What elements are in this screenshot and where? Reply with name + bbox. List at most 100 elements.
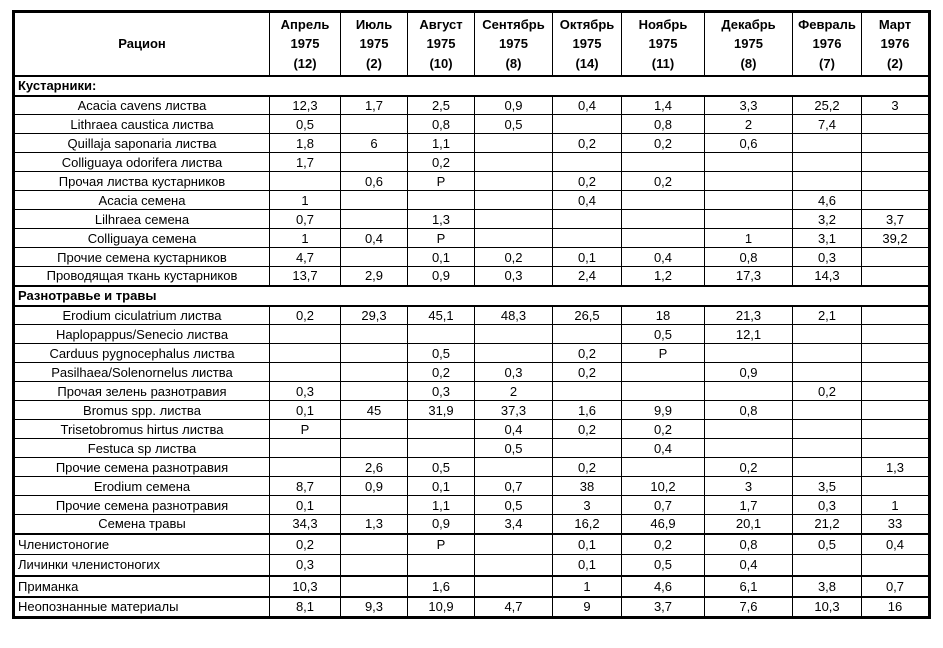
month-column-header: Июль 1975 (2) bbox=[340, 11, 408, 76]
value-cell bbox=[704, 438, 793, 458]
row-label: Acacia cavens листва bbox=[13, 95, 270, 115]
value-cell bbox=[474, 324, 553, 344]
value-cell: 1,6 bbox=[407, 574, 475, 597]
value-cell: 2,6 bbox=[340, 457, 408, 477]
value-cell: 0,3 bbox=[792, 247, 862, 267]
row-label: Личинки членистоногих bbox=[13, 554, 270, 576]
value-cell: 0,4 bbox=[621, 438, 705, 458]
value-cell: 3 bbox=[704, 476, 793, 496]
value-cell: 1,3 bbox=[407, 209, 475, 229]
value-cell bbox=[407, 324, 475, 344]
header-year: 1975 bbox=[290, 36, 320, 51]
value-cell: 0,2 bbox=[621, 171, 705, 191]
value-cell: 3 bbox=[552, 495, 622, 515]
month-column-header: Сентябрь 1975 (8) bbox=[474, 11, 553, 76]
value-cell: P bbox=[407, 532, 475, 555]
value-cell: 0,3 bbox=[474, 362, 553, 382]
value-cell bbox=[792, 457, 862, 477]
month-column-header: Август 1975 (10) bbox=[407, 11, 475, 76]
value-cell: 0,7 bbox=[474, 476, 553, 496]
value-cell: 0,2 bbox=[269, 532, 341, 555]
value-cell: 0,8 bbox=[704, 400, 793, 420]
value-cell: 1,6 bbox=[552, 400, 622, 420]
row-label: Colliguaya odorifera листва bbox=[13, 152, 270, 172]
header-count: (2) bbox=[887, 55, 903, 71]
value-cell: 2 bbox=[474, 381, 553, 401]
table-row: Bromus spp. листва 0,1 45 31,9 37,3 1,6 9,9 0,8 bbox=[13, 400, 930, 420]
header-month: Апрель bbox=[280, 16, 330, 32]
table-row: Проводящая ткань кустарников 13,7 2,9 0,9 0,… bbox=[13, 266, 930, 286]
value-cell: 1,7 bbox=[340, 95, 408, 115]
value-cell: 1 bbox=[704, 228, 793, 248]
value-cell bbox=[704, 209, 793, 229]
value-cell: 6,1 bbox=[704, 574, 793, 597]
section-title: Кустарники: bbox=[13, 74, 930, 97]
row-label: Pasilhaea/Solenornelus листва bbox=[13, 362, 270, 382]
value-cell: 0,9 bbox=[407, 514, 475, 534]
value-cell: 37,3 bbox=[474, 400, 553, 420]
value-cell bbox=[340, 419, 408, 439]
value-cell bbox=[861, 171, 930, 191]
value-cell: 1,3 bbox=[861, 457, 930, 477]
value-cell: 0,3 bbox=[792, 495, 862, 515]
month-column-header: Октябрь 1975 (14) bbox=[552, 11, 622, 76]
value-cell bbox=[474, 574, 553, 597]
value-cell bbox=[861, 324, 930, 344]
value-cell bbox=[861, 305, 930, 325]
header-count: (8) bbox=[505, 55, 522, 71]
value-cell bbox=[269, 171, 341, 191]
value-cell: 0,5 bbox=[474, 114, 553, 134]
table-header: Рацион Апрель 1975 (12) Июль 1975 (2) Август 197… bbox=[13, 11, 930, 76]
value-cell: 10,9 bbox=[407, 595, 475, 618]
value-cell bbox=[621, 457, 705, 477]
value-cell bbox=[861, 343, 930, 363]
table-row: Quillaja saponaria листва 1,8 6 1,1 0,2 0,2 0,… bbox=[13, 133, 930, 153]
value-cell: 12,3 bbox=[269, 95, 341, 115]
value-cell: 0,4 bbox=[861, 532, 930, 555]
value-cell: 3,3 bbox=[704, 95, 793, 115]
value-cell: 18 bbox=[621, 305, 705, 325]
value-cell bbox=[474, 190, 553, 210]
value-cell: 1,7 bbox=[704, 495, 793, 515]
value-cell: P bbox=[269, 419, 341, 439]
value-cell: 21,3 bbox=[704, 305, 793, 325]
value-cell: 3,5 bbox=[792, 476, 862, 496]
value-cell: 0,6 bbox=[704, 133, 793, 153]
value-cell: 10,2 bbox=[621, 476, 705, 496]
table-row: Членистоногие 0,2 P 0,1 0,2 0,8 0,5 0,4 bbox=[13, 532, 930, 555]
header-count: (2) bbox=[366, 55, 382, 71]
value-cell: 0,2 bbox=[407, 152, 475, 172]
header-count: (10) bbox=[429, 55, 453, 71]
value-cell bbox=[474, 209, 553, 229]
month-column-header: Март 1976 (2) bbox=[861, 11, 930, 76]
value-cell: 1,1 bbox=[407, 495, 475, 515]
value-cell: 0,5 bbox=[474, 438, 553, 458]
table-row: Прочие семена разнотравия 0,1 1,1 0,5 3 0,7 1,… bbox=[13, 495, 930, 515]
value-cell: 8,7 bbox=[269, 476, 341, 496]
header-month: Июль bbox=[355, 16, 393, 32]
value-cell bbox=[407, 419, 475, 439]
value-cell bbox=[340, 190, 408, 210]
value-cell: 0,2 bbox=[552, 362, 622, 382]
value-cell bbox=[861, 400, 930, 420]
row-label: Lilhraea семена bbox=[13, 209, 270, 229]
value-cell: 0,5 bbox=[407, 343, 475, 363]
value-cell bbox=[792, 362, 862, 382]
row-label: Семена травы bbox=[13, 514, 270, 534]
value-cell bbox=[340, 381, 408, 401]
value-cell: 0,2 bbox=[407, 362, 475, 382]
value-cell bbox=[861, 362, 930, 382]
header-month: Ноябрь bbox=[638, 16, 688, 32]
value-cell: 0,1 bbox=[552, 247, 622, 267]
value-cell bbox=[861, 438, 930, 458]
value-cell bbox=[861, 419, 930, 439]
value-cell bbox=[474, 532, 553, 555]
row-label: Festuca sp листва bbox=[13, 438, 270, 458]
value-cell: 0,2 bbox=[621, 133, 705, 153]
value-cell bbox=[792, 152, 862, 172]
value-cell: 2,4 bbox=[552, 266, 622, 286]
value-cell bbox=[792, 343, 862, 363]
value-cell bbox=[269, 324, 341, 344]
value-cell: 16 bbox=[861, 595, 930, 618]
section-header-row: Разнотравье и травы bbox=[13, 284, 930, 307]
